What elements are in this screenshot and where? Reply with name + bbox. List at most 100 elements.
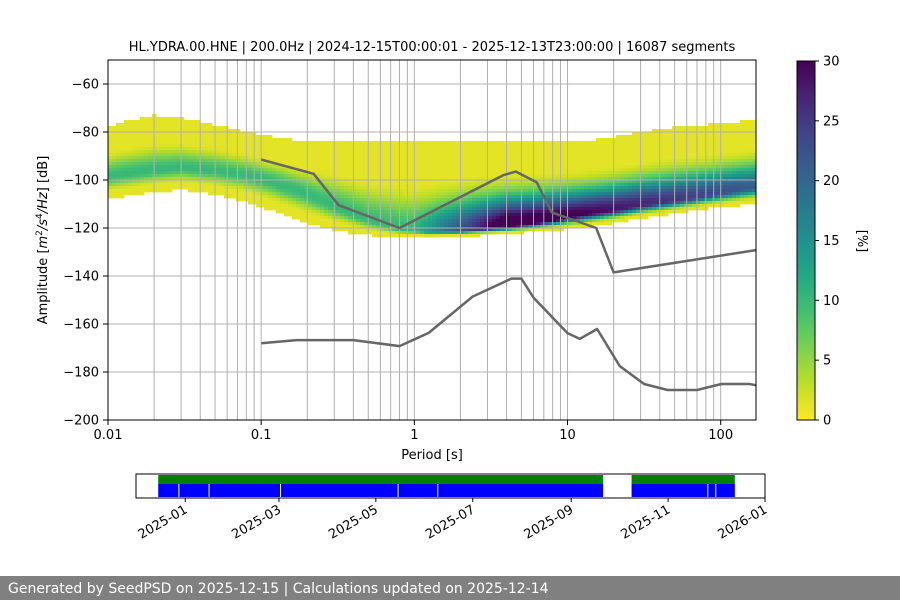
- heatmap-cell: [724, 144, 729, 148]
- heatmap-cell: [420, 177, 425, 181]
- heatmap-cell: [516, 195, 521, 199]
- heatmap-cell: [280, 168, 285, 172]
- heatmap-cell: [732, 144, 737, 148]
- heatmap-cell: [628, 186, 633, 190]
- heatmap-cell: [368, 228, 373, 232]
- heatmap-cell: [404, 186, 409, 190]
- heatmap-cell: [216, 159, 221, 163]
- heatmap-cell: [120, 177, 125, 181]
- heatmap-cell: [556, 210, 561, 214]
- heatmap-cell: [520, 216, 525, 220]
- heatmap-cell: [684, 192, 689, 196]
- heatmap-cell: [160, 162, 165, 166]
- heatmap-cell: [596, 195, 601, 199]
- heatmap-cell: [308, 189, 313, 193]
- heatmap-cell: [256, 159, 261, 163]
- heatmap-cell: [496, 171, 501, 175]
- heatmap-cell: [308, 174, 313, 178]
- heatmap-cell: [352, 195, 357, 199]
- heatmap-cell: [508, 207, 513, 211]
- heatmap-cell: [512, 186, 517, 190]
- heatmap-cell: [732, 132, 737, 136]
- heatmap-cell: [224, 129, 229, 133]
- heatmap-cell: [180, 156, 185, 160]
- heatmap-cell: [208, 183, 213, 187]
- heatmap-cell: [208, 180, 213, 184]
- heatmap-cell: [372, 183, 377, 187]
- heatmap-cell: [364, 186, 369, 190]
- heatmap-cell: [204, 153, 209, 157]
- heatmap-cell: [684, 129, 689, 133]
- heatmap-cell: [484, 168, 489, 172]
- heatmap-cell: [184, 156, 189, 160]
- heatmap-cell: [364, 150, 369, 154]
- heatmap-cell: [668, 192, 673, 196]
- heatmap-cell: [660, 141, 665, 145]
- heatmap-cell: [720, 168, 725, 172]
- heatmap-cell: [736, 201, 741, 205]
- heatmap-cell: [564, 171, 569, 175]
- heatmap-cell: [268, 141, 273, 145]
- heatmap-cell: [736, 123, 741, 127]
- heatmap-cell: [616, 159, 621, 163]
- heatmap-cell: [272, 174, 277, 178]
- heatmap-cell: [112, 195, 117, 199]
- heatmap-cell: [612, 159, 617, 163]
- heatmap-cell: [572, 201, 577, 205]
- heatmap-cell: [684, 183, 689, 187]
- heatmap-cell: [220, 126, 225, 130]
- heatmap-cell: [416, 192, 421, 196]
- heatmap-cell: [448, 219, 453, 223]
- heatmap-cell: [192, 171, 197, 175]
- heatmap-cell: [664, 180, 669, 184]
- heatmap-cell: [528, 222, 533, 226]
- heatmap-cell: [692, 204, 697, 208]
- heatmap-cell: [476, 171, 481, 175]
- heatmap-cell: [284, 189, 289, 193]
- heatmap-cell: [140, 189, 145, 193]
- heatmap-cell: [140, 174, 145, 178]
- heatmap-cell: [516, 228, 521, 232]
- heatmap-cell: [588, 153, 593, 157]
- heatmap-cell: [336, 225, 341, 229]
- heatmap-cell: [248, 156, 253, 160]
- heatmap-cell: [548, 150, 553, 154]
- heatmap-cell: [292, 192, 297, 196]
- heatmap-cell: [648, 192, 653, 196]
- heatmap-cell: [532, 150, 537, 154]
- heatmap-cell: [592, 201, 597, 205]
- heatmap-cell: [108, 165, 113, 169]
- heatmap-cell: [748, 132, 753, 136]
- heatmap-cell: [124, 123, 129, 127]
- heatmap-cell: [572, 213, 577, 217]
- heatmap-cell: [212, 135, 217, 139]
- heatmap-cell: [452, 141, 457, 145]
- heatmap-cell: [468, 228, 473, 232]
- heatmap-cell: [644, 207, 649, 211]
- heatmap-cell: [420, 231, 425, 235]
- heatmap-cell: [640, 177, 645, 181]
- heatmap-cell: [708, 186, 713, 190]
- heatmap-cell: [400, 204, 405, 208]
- heatmap-cell: [496, 219, 501, 223]
- heatmap-cell: [664, 156, 669, 160]
- heatmap-cell: [468, 213, 473, 217]
- heatmap-cell: [384, 162, 389, 166]
- heatmap-cell: [176, 150, 181, 154]
- heatmap-cell: [668, 138, 673, 142]
- heatmap-cell: [684, 153, 689, 157]
- heatmap-cell: [380, 162, 385, 166]
- heatmap-cell: [436, 156, 441, 160]
- heatmap-cell: [328, 219, 333, 223]
- heatmap-cell: [140, 192, 145, 196]
- heatmap-cell: [508, 192, 513, 196]
- heatmap-cell: [680, 198, 685, 202]
- heatmap-cell: [584, 186, 589, 190]
- heatmap-cell: [120, 183, 125, 187]
- heatmap-cell: [516, 144, 521, 148]
- heatmap-cell: [136, 156, 141, 160]
- heatmap-cell: [132, 192, 137, 196]
- heatmap-cell: [468, 225, 473, 229]
- heatmap-cell: [536, 201, 541, 205]
- heatmap-cell: [464, 195, 469, 199]
